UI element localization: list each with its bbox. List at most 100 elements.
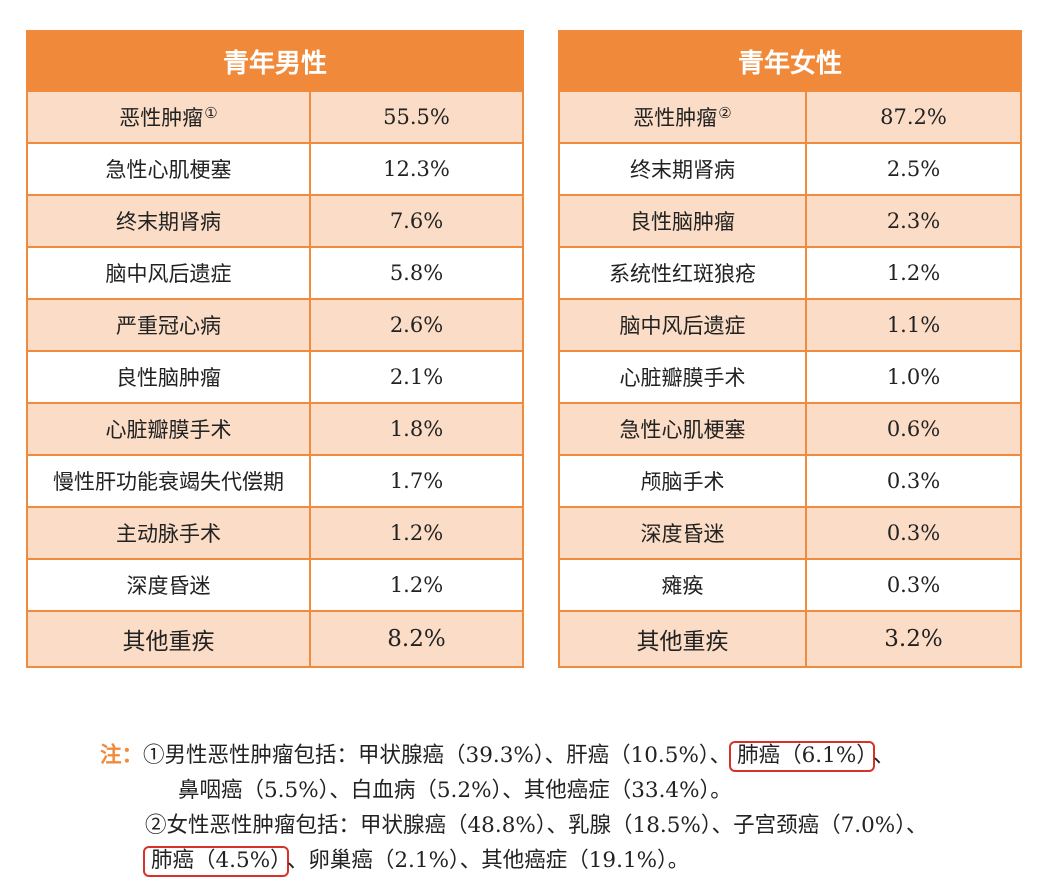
table-row: 严重冠心病 2.6% (28, 298, 522, 352)
disease-name-cell: 颅脑手术 (560, 454, 807, 508)
disease-name-cell: 良性脑肿瘤 (28, 350, 311, 404)
disease-name: 终末期肾病 (116, 210, 221, 234)
note-male-line-2: 鼻咽癌（5.5%）、白血病（5.2%）、其他癌症（33.4%）。 (100, 773, 1040, 808)
table-row: 急性心肌梗塞 12.3% (28, 142, 522, 196)
table-row: 慢性肝功能衰竭失代偿期 1.7% (28, 454, 522, 508)
female-table: 青年女性 恶性肿瘤② 87.2% 终末期肾病 2.5% 良性脑肿瘤 2.3% 系统性红斑狼疮… (558, 30, 1022, 668)
percentage-cell: 2.6% (310, 298, 522, 352)
note-female-line-2: 肺癌（4.5%） 、卵巢癌（2.1%）、其他癌症（19.1%）。 (100, 843, 1040, 878)
female-table-header: 青年女性 (560, 32, 1020, 92)
percentage-cell: 0.3% (806, 454, 1020, 508)
note-male-line-1: 注：①男性恶性肿瘤包括：甲状腺癌（39.3%）、肝癌（10.5%）、 肺癌（6.1… (100, 738, 1040, 773)
table-row: 深度昏迷 1.2% (28, 558, 522, 612)
disease-name-cell: 终末期肾病 (560, 142, 807, 196)
disease-name: 良性脑肿瘤 (630, 210, 735, 234)
table-row: 心脏瓣膜手术 1.8% (28, 402, 522, 456)
disease-name-cell: 恶性肿瘤① (28, 91, 311, 144)
table-row: 系统性红斑狼疮 1.2% (560, 246, 1020, 300)
percentage-cell: 12.3% (310, 142, 522, 196)
disease-name-cell: 深度昏迷 (28, 558, 311, 612)
percentage-cell: 3.2% (806, 610, 1020, 666)
disease-name: 急性心肌梗塞 (105, 158, 232, 182)
disease-name: 颅脑手术 (640, 470, 725, 494)
disease-name-cell: 终末期肾病 (28, 194, 311, 248)
table-row: 心脏瓣膜手术 1.0% (560, 350, 1020, 404)
disease-name-cell: 急性心肌梗塞 (28, 142, 311, 196)
table-row: 终末期肾病 7.6% (28, 194, 522, 248)
percentage-cell: 8.2% (310, 610, 522, 666)
disease-name-cell: 主动脉手术 (28, 506, 311, 560)
table-row: 脑中风后遗症 5.8% (28, 246, 522, 300)
disease-name-cell: 脑中风后遗症 (28, 246, 311, 300)
percentage-cell: 0.3% (806, 558, 1020, 612)
note-prefix: 注： (100, 743, 144, 768)
disease-name: 瘫痪 (661, 574, 704, 598)
table-row: 良性脑肿瘤 2.3% (560, 194, 1020, 248)
disease-name: 严重冠心病 (116, 314, 221, 338)
note-female-text-1: ②女性恶性肿瘤包括：甲状腺癌（48.8%）、乳腺（18.5%）、子宫颈癌（7.0… (145, 813, 928, 838)
disease-name-cell: 瘫痪 (560, 558, 807, 612)
percentage-cell: 2.5% (806, 142, 1020, 196)
disease-name: 其他重疾 (636, 629, 729, 655)
percentage-cell: 5.8% (310, 246, 522, 300)
disease-name: 主动脉手术 (116, 522, 221, 546)
disease-name-cell: 严重冠心病 (28, 298, 311, 352)
male-table: 青年男性 恶性肿瘤① 55.5% 急性心肌梗塞 12.3% 终末期肾病 7.6% 脑中风后遗… (26, 30, 524, 668)
disease-name: 恶性肿瘤 (633, 106, 718, 130)
note-male-text-1: ①男性恶性肿瘤包括：甲状腺癌（39.3%）、肝癌（10.5%）、 (143, 743, 732, 768)
note-male-text-1b: 、 (873, 743, 895, 768)
disease-name-cell: 慢性肝功能衰竭失代偿期 (28, 454, 311, 508)
disease-name-cell: 心脏瓣膜手术 (28, 402, 311, 456)
note-male-text-2: 鼻咽癌（5.5%）、白血病（5.2%）、其他癌症（33.4%）。 (178, 778, 732, 803)
percentage-cell: 0.6% (806, 402, 1020, 456)
disease-name: 慢性肝功能衰竭失代偿期 (53, 470, 284, 494)
percentage-cell: 1.7% (310, 454, 522, 508)
percentage-cell: 2.1% (310, 350, 522, 404)
percentage-cell: 1.8% (310, 402, 522, 456)
disease-name-cell: 心脏瓣膜手术 (560, 350, 807, 404)
male-table-header: 青年男性 (28, 32, 522, 92)
note-female-lung-cancer-highlight: 肺癌（4.5%） (143, 846, 289, 877)
disease-name: 心脏瓣膜手术 (105, 418, 232, 442)
disease-name-cell: 其他重疾 (28, 610, 311, 666)
table-row: 恶性肿瘤① 55.5% (28, 91, 522, 144)
disease-name-cell: 良性脑肿瘤 (560, 194, 807, 248)
percentage-cell: 2.3% (806, 194, 1020, 248)
footnote-marker: ① (204, 104, 218, 122)
percentage-cell: 1.2% (310, 558, 522, 612)
disease-name: 急性心肌梗塞 (619, 418, 746, 442)
disease-name: 心脏瓣膜手术 (619, 366, 746, 390)
note-male-lung-cancer-highlight: 肺癌（6.1%） (729, 741, 875, 772)
disease-name: 深度昏迷 (640, 522, 725, 546)
table-row: 深度昏迷 0.3% (560, 506, 1020, 560)
table-row: 脑中风后遗症 1.1% (560, 298, 1020, 352)
disease-name: 恶性肿瘤 (119, 106, 204, 130)
disease-name-cell: 其他重疾 (560, 610, 807, 666)
disease-name: 良性脑肿瘤 (116, 366, 221, 390)
table-row: 恶性肿瘤② 87.2% (560, 91, 1020, 144)
table-row: 其他重疾 3.2% (560, 610, 1020, 666)
footnote-marker: ② (718, 104, 732, 122)
disease-name: 系统性红斑狼疮 (609, 262, 756, 286)
disease-name-cell: 深度昏迷 (560, 506, 807, 560)
footnotes: 注：①男性恶性肿瘤包括：甲状腺癌（39.3%）、肝癌（10.5%）、 肺癌（6.1… (100, 738, 1040, 878)
disease-name-cell: 恶性肿瘤② (560, 91, 807, 144)
percentage-cell: 0.3% (806, 506, 1020, 560)
disease-name: 其他重疾 (122, 629, 215, 655)
table-row: 瘫痪 0.3% (560, 558, 1020, 612)
table-row: 主动脉手术 1.2% (28, 506, 522, 560)
disease-name: 脑中风后遗症 (619, 314, 746, 338)
percentage-cell: 55.5% (310, 91, 522, 144)
table-row: 颅脑手术 0.3% (560, 454, 1020, 508)
table-row: 其他重疾 8.2% (28, 610, 522, 666)
disease-name-cell: 急性心肌梗塞 (560, 402, 807, 456)
percentage-cell: 1.2% (310, 506, 522, 560)
percentage-cell: 1.2% (806, 246, 1020, 300)
percentage-cell: 1.1% (806, 298, 1020, 352)
disease-name: 终末期肾病 (630, 158, 735, 182)
disease-name-cell: 脑中风后遗症 (560, 298, 807, 352)
percentage-cell: 1.0% (806, 350, 1020, 404)
table-row: 良性脑肿瘤 2.1% (28, 350, 522, 404)
table-row: 急性心肌梗塞 0.6% (560, 402, 1020, 456)
note-female-text-2: 、卵巢癌（2.1%）、其他癌症（19.1%）。 (286, 848, 690, 873)
